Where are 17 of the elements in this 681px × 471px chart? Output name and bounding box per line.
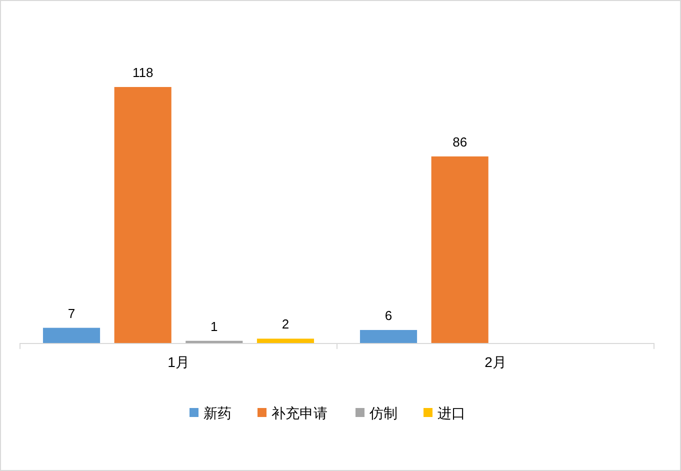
data-label: 118	[132, 65, 154, 80]
data-label: 2	[282, 316, 290, 332]
bar	[42, 328, 100, 343]
legend-label: 补充申请	[272, 405, 328, 421]
x-tick-label: 1月	[168, 354, 190, 370]
bar	[256, 338, 314, 343]
legend-label: 新药	[204, 405, 232, 421]
legend-label: 进口	[438, 405, 466, 421]
data-label: 1	[210, 318, 218, 334]
data-label: 6	[384, 308, 392, 323]
x-tick-label: 2月	[484, 354, 506, 370]
data-label: 86	[452, 134, 468, 150]
data-label: 7	[68, 306, 76, 321]
bar	[114, 87, 172, 343]
bar	[360, 330, 418, 343]
bar	[431, 156, 488, 343]
legend-label: 仿制	[368, 405, 398, 421]
